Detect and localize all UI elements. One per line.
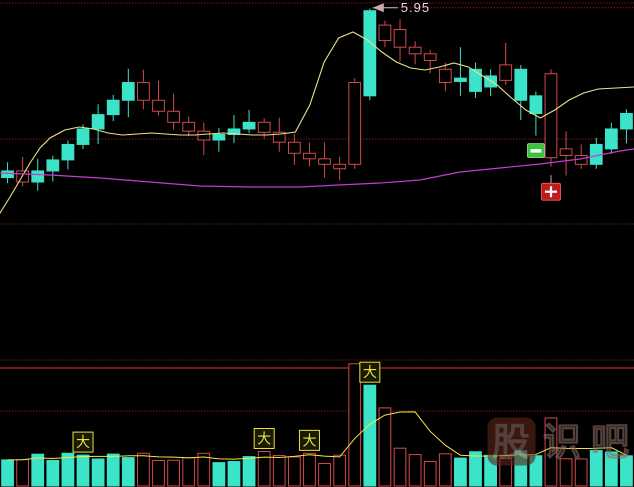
svg-text:大: 大 (76, 434, 90, 450)
svg-text:吧: 吧 (591, 422, 629, 464)
svg-text:大: 大 (257, 430, 271, 446)
svg-text:大: 大 (302, 432, 316, 448)
svg-text:识: 识 (543, 422, 581, 464)
svg-text:5.95: 5.95 (401, 0, 430, 15)
svg-text:股: 股 (492, 422, 530, 464)
svg-text:大: 大 (363, 364, 377, 380)
